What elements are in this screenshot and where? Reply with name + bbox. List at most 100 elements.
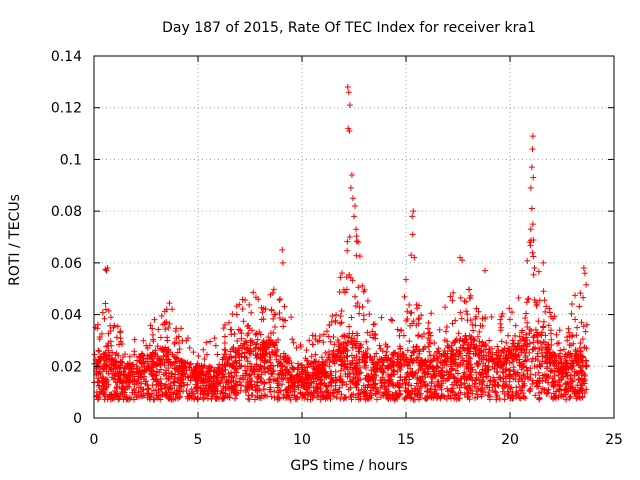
data-point — [404, 315, 411, 322]
data-point — [144, 355, 151, 362]
data-point — [267, 291, 274, 298]
data-point — [553, 331, 560, 338]
data-point — [410, 349, 417, 356]
data-point — [539, 353, 546, 360]
data-point — [467, 292, 474, 299]
data-point — [420, 346, 427, 353]
data-point — [478, 381, 485, 388]
data-point — [479, 378, 486, 385]
data-point — [536, 377, 543, 384]
data-point — [211, 335, 218, 342]
data-point — [271, 352, 278, 359]
data-point — [145, 386, 152, 393]
data-point — [479, 322, 486, 329]
data-point — [496, 395, 503, 402]
data-point — [160, 321, 167, 328]
data-point — [511, 332, 518, 339]
data-point — [394, 326, 401, 333]
data-point — [513, 384, 520, 391]
data-point — [376, 355, 383, 362]
data-point — [326, 321, 333, 328]
data-point — [301, 379, 308, 386]
data-point — [583, 321, 590, 328]
data-point — [140, 337, 147, 344]
data-point — [338, 307, 345, 314]
data-point — [476, 328, 483, 335]
data-point — [158, 358, 165, 365]
data-point — [269, 371, 276, 378]
data-point — [452, 317, 459, 324]
data-point — [101, 315, 108, 322]
data-point — [254, 340, 261, 347]
data-point — [540, 318, 547, 325]
data-point — [382, 341, 389, 348]
data-point — [105, 347, 112, 354]
data-point — [175, 339, 182, 346]
data-point — [381, 389, 388, 396]
data-point — [443, 369, 450, 376]
data-point — [313, 365, 320, 372]
data-point — [519, 347, 526, 354]
data-point — [328, 379, 335, 386]
data-point — [157, 366, 164, 373]
data-point — [342, 348, 349, 355]
data-point — [502, 381, 509, 388]
data-point — [123, 378, 130, 385]
data-point — [342, 339, 349, 346]
data-point — [172, 371, 179, 378]
data-point — [301, 382, 308, 389]
data-point — [469, 321, 476, 328]
data-point — [97, 371, 104, 378]
data-point — [205, 377, 212, 384]
data-point — [244, 323, 251, 330]
data-point — [445, 342, 452, 349]
data-point — [438, 380, 445, 387]
data-point — [291, 383, 298, 390]
data-point — [460, 373, 467, 380]
data-point — [449, 357, 456, 364]
data-point — [356, 310, 363, 317]
data-point — [578, 387, 585, 394]
data-point — [210, 373, 217, 380]
data-point — [259, 341, 266, 348]
data-point — [278, 370, 285, 377]
data-point — [179, 364, 186, 371]
data-point — [516, 394, 523, 401]
data-point — [223, 360, 230, 367]
data-point — [551, 373, 558, 380]
data-point — [243, 367, 250, 374]
data-point — [354, 359, 361, 366]
data-point — [563, 373, 570, 380]
data-point — [309, 332, 316, 339]
data-point — [553, 353, 560, 360]
data-point — [176, 346, 183, 353]
data-point — [147, 322, 154, 329]
data-point — [402, 381, 409, 388]
data-point — [195, 352, 202, 359]
data-point — [423, 395, 430, 402]
data-point — [354, 392, 361, 399]
data-point — [523, 299, 530, 306]
data-point — [355, 284, 362, 291]
data-point — [125, 370, 132, 377]
data-point — [232, 395, 239, 402]
data-point — [378, 314, 385, 321]
data-point — [542, 308, 549, 315]
data-point — [335, 388, 342, 395]
data-point — [529, 249, 536, 256]
data-point — [149, 382, 156, 389]
data-point — [535, 268, 542, 275]
data-point — [337, 347, 344, 354]
data-point — [409, 388, 416, 395]
data-point — [341, 361, 348, 368]
data-point — [257, 355, 264, 362]
data-point — [253, 344, 260, 351]
data-point — [211, 368, 218, 375]
data-point — [116, 329, 123, 336]
data-point — [548, 367, 555, 374]
data-point — [583, 363, 590, 370]
data-point — [380, 359, 387, 366]
data-point — [133, 393, 140, 400]
data-point — [426, 337, 433, 344]
data-point — [311, 358, 318, 365]
